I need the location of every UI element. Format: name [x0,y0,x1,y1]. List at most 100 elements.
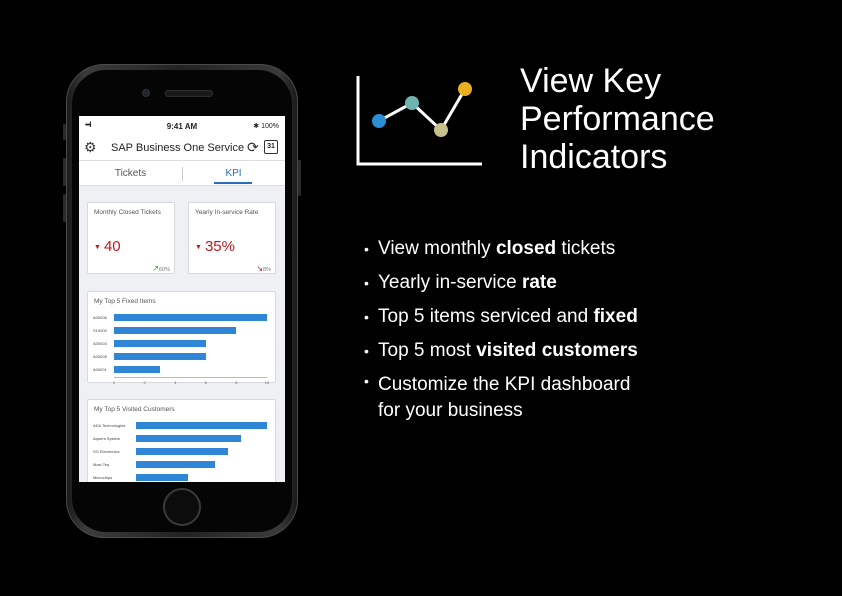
bar-label: Microchips [93,475,113,480]
tab-bar: Tickets KPI [79,160,285,186]
app-title: SAP Business One Service [111,142,245,154]
chart-title: My Top 5 Fixed Items [94,298,156,305]
bar-label: A00001 [93,367,107,372]
tick-label: 6 [204,380,207,385]
earpiece-speaker [165,90,213,97]
chart-card-top-fixed-items[interactable]: My Top 5 Fixed Items A00006 S10000 A00003 A… [87,291,276,385]
kpi-card-title: Yearly In-service Rate [195,209,259,216]
bullet-icon: • [364,309,369,325]
headline-line: Performance [520,100,715,138]
feature-item: • Yearly in-service rate [364,266,834,300]
x-axis [114,377,267,378]
feature-list: • View monthly closed tickets • Yearly in-… [364,232,834,424]
feature-emphasis: rate [521,272,557,293]
chart-title: My Top 5 Visited Customers [94,406,175,413]
bar[interactable] [136,474,189,481]
feature-item: • Customize the KPI dashboard for your bus… [364,368,834,424]
kpi-trend: ↘8% [256,264,271,273]
bar-label: A00006 [93,315,107,320]
kpi-value-number: 40 [103,238,121,255]
feature-emphasis: visited customers [476,340,638,361]
bar[interactable] [114,353,206,360]
icon-point [434,123,448,137]
icon-point [372,114,386,128]
feature-text: for your business [378,400,523,421]
headline: View Key Performance Indicators [520,62,840,176]
tick-label: 0 [112,380,116,385]
feature-emphasis: closed [495,238,557,259]
headline-line: Indicators [520,138,668,176]
app-header: ⚙ SAP Business One Service ⟳ 31 [79,136,285,160]
bar[interactable] [114,314,267,321]
feature-text: View monthly [378,238,496,259]
bar-label: S10000 [93,328,107,333]
tab-divider [182,167,183,181]
trend-down-icon: ↘ [256,264,264,273]
calendar-icon[interactable]: 31 [264,140,278,154]
kpi-value: ▼ 35% [195,238,235,255]
status-bar: •••ll 9:41 AM ✱ 100% [79,116,285,136]
bar[interactable] [114,327,237,334]
kpi-trend: ↗60% [152,264,170,273]
kpi-card-title: Monthly Closed Tickets [94,209,161,216]
feature-text: tickets [556,238,616,259]
power-button [298,160,301,196]
bar-label: A00005 [93,354,107,359]
bar-label: ADA Technologies [93,423,126,428]
bar[interactable] [114,366,160,373]
kpi-value: ▼ 40 [94,238,121,255]
icon-point [405,96,419,110]
bar[interactable] [136,461,215,468]
feature-text: Top 5 items serviced and [378,306,594,327]
bar-label: SG Electronics [93,449,120,454]
feature-text: Top 5 most [378,340,477,361]
bullet-icon: • [364,275,369,291]
kpi-value-number: 35% [204,238,235,255]
caret-down-icon: ▼ [195,244,202,251]
status-time: 9:41 AM [166,122,198,131]
phone-screen: •••ll 9:41 AM ✱ 100% ⚙ SAP Business One … [79,116,285,482]
trend-up-icon: ↗ [152,264,159,273]
sync-icon[interactable]: ⟳ [247,139,259,155]
feature-item: • Top 5 items serviced and fixed [364,300,834,334]
tick-label: 2 [143,380,146,385]
bar[interactable] [136,448,228,455]
active-tab-indicator [214,182,252,184]
tab-kpi[interactable]: KPI [225,168,242,179]
chart-card-top-visited-customers[interactable]: My Top 5 Visited Customers ADA Technolog… [87,399,276,482]
volume-up-button [63,158,66,186]
feature-text: Yearly in-service [378,272,522,293]
tab-tickets[interactable]: Tickets [114,168,147,179]
bar-label: A00003 [93,341,107,346]
signal-icon: •••ll [85,122,92,129]
feature-emphasis: fixed [593,306,638,327]
bar-label: Aquent System [93,436,121,441]
tick-label: 10 [264,380,270,385]
tick-label: 4 [174,380,177,385]
home-button[interactable] [163,488,201,526]
volume-down-button [63,194,66,222]
battery-indicator: ✱ 100% [253,123,279,130]
kpi-card-monthly-closed-tickets[interactable]: Monthly Closed Tickets ▼ 40 ↗60% [87,202,175,274]
icon-point [458,82,472,96]
bar-label: Maxi-Teq [93,462,110,467]
bar[interactable] [136,435,241,442]
bar[interactable] [136,422,267,429]
feature-item: • Top 5 most visited customers [364,334,834,368]
icon-trend-line [378,88,467,133]
front-camera [142,89,150,97]
tick-label: 8 [235,380,238,385]
line-chart-icon [356,76,482,166]
icon-axes [356,76,482,166]
bar[interactable] [114,340,206,347]
gear-icon[interactable]: ⚙ [84,139,97,155]
bullet-icon: • [364,373,369,389]
feature-text: Customize the KPI dashboard [378,374,631,395]
mute-switch [63,124,66,140]
kpi-card-yearly-in-service-rate[interactable]: Yearly In-service Rate ▼ 35% ↘8% [188,202,276,274]
bullet-icon: • [364,343,369,359]
headline-line: View Key [520,62,662,100]
kpi-trend-value: 8% [263,267,271,273]
caret-down-icon: ▼ [94,244,101,251]
bullet-icon: • [364,241,369,257]
